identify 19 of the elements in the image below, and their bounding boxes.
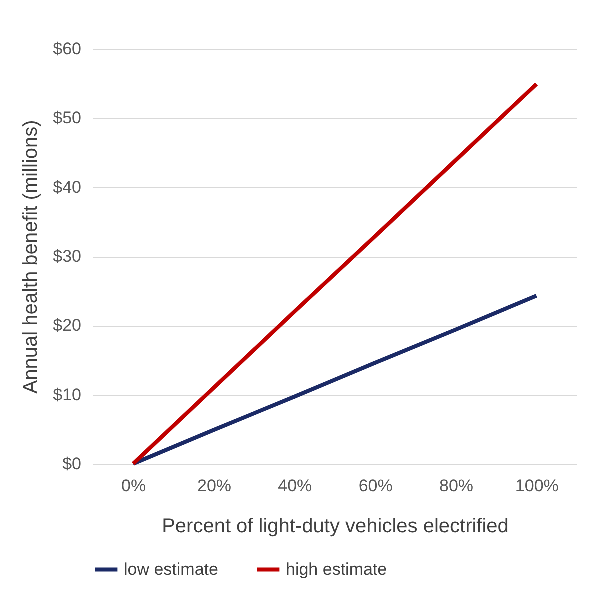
x-tick-label: 100% — [515, 476, 559, 496]
y-tick-label: $30 — [53, 247, 82, 266]
x-tick-label: 80% — [439, 476, 474, 496]
line-series — [131, 294, 539, 466]
line-series — [131, 82, 539, 466]
legend-label: high estimate — [286, 560, 388, 579]
y-tick-label: $40 — [53, 178, 82, 197]
y-tick-label: $60 — [53, 40, 82, 58]
legend-label: low estimate — [124, 560, 218, 579]
y-tick-label: $50 — [53, 108, 82, 128]
x-tick-label: 40% — [278, 476, 312, 496]
x-axis-title: Percent of light-duty vehicles electrified — [162, 516, 509, 538]
y-axis-title: Annual health benefit (millions) — [20, 120, 42, 394]
x-tick-label: 0% — [122, 476, 146, 496]
y-tick-label: $0 — [62, 454, 82, 474]
x-tick-label: 60% — [358, 476, 393, 496]
y-tick-label: $10 — [53, 385, 82, 404]
y-tick-label: $20 — [53, 316, 82, 336]
x-tick-label: 20% — [197, 476, 232, 496]
